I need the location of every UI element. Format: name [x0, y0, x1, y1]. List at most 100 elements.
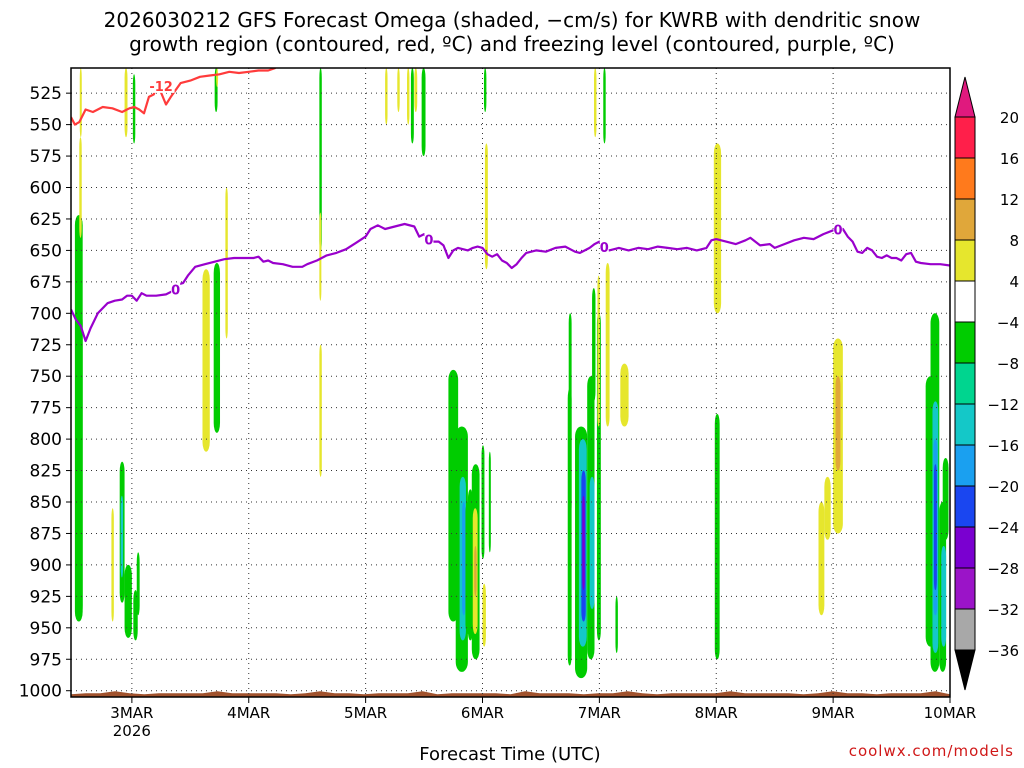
omega-shaded-cell — [484, 143, 488, 270]
omega-shaded-cell — [620, 363, 629, 427]
y-tick-label: 775 — [30, 399, 62, 419]
y-tick-label: 950 — [30, 619, 62, 639]
contour-label: 0 — [424, 233, 433, 248]
x-tick-label: 10MAR — [924, 704, 977, 722]
omega-shaded-cell — [605, 262, 610, 427]
omega-shaded-cell — [594, 68, 597, 138]
colorbar-label: 12 — [1000, 191, 1019, 209]
omega-shaded-cell — [225, 187, 228, 339]
omega-shaded-cell — [582, 495, 585, 591]
omega-shaded-cell — [714, 413, 720, 660]
y-tick-label: 625 — [30, 210, 62, 230]
x-tick-label: 8MAR — [695, 704, 738, 722]
omega-shaded-cell — [467, 489, 473, 641]
omega-shaded-cell — [319, 344, 322, 477]
y-tick-label: 850 — [30, 493, 62, 513]
omega-shaded-cell — [407, 68, 410, 125]
omega-shaded-cell — [120, 495, 124, 578]
colorbar-top-arrow — [954, 76, 976, 118]
x-tick-label: 3MAR — [110, 704, 153, 722]
y-tick-label: 650 — [30, 241, 62, 261]
chart-title-line-2: growth region (contoured, red, ºC) and f… — [129, 32, 895, 56]
contour-label-bg — [833, 222, 843, 237]
colorbar-bottom-arrow — [954, 649, 976, 691]
omega-shaded-cell — [568, 313, 572, 515]
plot-frame — [70, 67, 951, 698]
y-tick-label: 675 — [30, 273, 62, 293]
y-tick-label: 975 — [30, 650, 62, 670]
colorbar-swatch — [954, 567, 976, 610]
omega-shaded-cell — [124, 68, 128, 138]
omega-shaded-cell — [397, 68, 400, 113]
x-tick-label: 4MAR — [227, 704, 270, 722]
contour-label: 0 — [600, 241, 609, 256]
colorbar-label: −16 — [987, 437, 1019, 455]
y-tick-label: 800 — [30, 430, 62, 450]
omega-shaded-cell — [79, 68, 82, 138]
omega-shaded-cell — [483, 68, 487, 113]
colorbar-label: −24 — [987, 519, 1019, 537]
omega-shaded-cell — [462, 502, 466, 616]
colorbar-label: −20 — [987, 478, 1019, 496]
colorbar-label: −28 — [987, 560, 1019, 578]
colorbar-label: −12 — [987, 396, 1019, 414]
ground-layer — [71, 691, 950, 697]
omega-shaded-cell — [319, 68, 322, 251]
colorbar-label: −32 — [987, 601, 1019, 619]
chart-title: 2026030212 GFS Forecast Omega (shaded, −… — [0, 8, 1024, 56]
omega-shaded-cell — [202, 269, 210, 452]
omega-shaded-cell — [713, 143, 722, 314]
chart-title-line-1: 2026030212 GFS Forecast Omega (shaded, −… — [103, 8, 921, 32]
x-tick-sublabel: 2026 — [113, 722, 151, 740]
omega-shaded-cell — [79, 313, 83, 616]
omega-shaded-cell — [319, 212, 322, 301]
contour-layer: -12 0 0 0 0 — [71, 68, 950, 343]
omega-shaded-cell — [421, 68, 426, 157]
y-tick-label: 700 — [30, 304, 62, 324]
omega-shaded-cell — [216, 68, 219, 87]
colorbar-swatch — [954, 403, 976, 446]
ground-terrain — [71, 691, 950, 697]
contour-line — [71, 222, 950, 343]
omega-shaded-cell — [824, 476, 831, 540]
x-tick-label: 5MAR — [344, 704, 387, 722]
omega-shaded-cell — [111, 508, 114, 622]
omega-shaded-cell — [835, 376, 841, 471]
colorbar-label: 20 — [1000, 109, 1019, 127]
credit-link[interactable]: coolwx.com/models — [848, 742, 1014, 760]
y-tick-label: 525 — [30, 84, 62, 104]
omega-shaded-cell — [414, 68, 418, 113]
omega-shaded-cell — [818, 502, 825, 616]
colorbar-swatch — [954, 116, 976, 159]
omega-shaded-cell — [942, 457, 949, 540]
y-tick-label: 900 — [30, 556, 62, 576]
contour-label: -12 — [149, 80, 173, 95]
y-tick-label: 600 — [30, 179, 62, 199]
contour-label-bg — [171, 282, 181, 297]
omega-shaded-cell — [385, 68, 388, 125]
omega-shaded-cell — [410, 68, 414, 144]
omega-shaded-cell — [603, 68, 606, 144]
omega-shaded-cell — [136, 552, 140, 616]
y-tick-label: 825 — [30, 462, 62, 482]
omega-shaded-cell — [124, 564, 132, 638]
contour-label-bg — [147, 78, 175, 93]
y-tick-label: 575 — [30, 147, 62, 167]
omega-shaded-cell — [213, 262, 221, 433]
colorbar: 20 16 12 8 4 −4 −8 −12 −16 −20 −24 −28 −32 −36 — [954, 76, 1019, 691]
y-axis: 525 550 575 600 625 650 675 700 725 750 775 800 825 8… — [19, 84, 71, 702]
y-tick-label: 725 — [30, 336, 62, 356]
y-tick-label: 550 — [30, 116, 62, 136]
colorbar-swatch — [954, 157, 976, 200]
colorbar-label: −36 — [987, 642, 1019, 660]
colorbar-swatch — [954, 608, 976, 651]
x-tick-label: 6MAR — [461, 704, 504, 722]
colorbar-swatch — [954, 444, 976, 487]
x-tick-label: 7MAR — [578, 704, 621, 722]
omega-shaded-cell — [589, 476, 595, 609]
colorbar-swatch — [954, 198, 976, 241]
x-axis-title: Forecast Time (UTC) — [419, 744, 601, 765]
colorbar-label: −4 — [997, 314, 1019, 332]
